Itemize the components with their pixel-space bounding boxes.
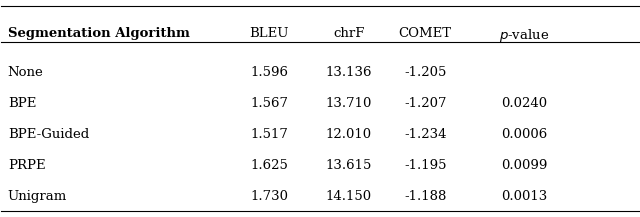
Text: 14.150: 14.150 — [326, 190, 372, 203]
Text: 13.615: 13.615 — [326, 159, 372, 172]
Text: 0.0006: 0.0006 — [500, 128, 547, 141]
Text: 12.010: 12.010 — [326, 128, 372, 141]
Text: chrF: chrF — [333, 27, 364, 40]
Text: 13.136: 13.136 — [325, 66, 372, 79]
Text: -1.195: -1.195 — [404, 159, 446, 172]
Text: BPE-Guided: BPE-Guided — [8, 128, 89, 141]
Text: 0.0013: 0.0013 — [500, 190, 547, 203]
Text: $p$-value: $p$-value — [499, 27, 549, 44]
Text: BLEU: BLEU — [249, 27, 289, 40]
Text: PRPE: PRPE — [8, 159, 45, 172]
Text: -1.234: -1.234 — [404, 128, 446, 141]
Text: 0.0099: 0.0099 — [500, 159, 547, 172]
Text: None: None — [8, 66, 44, 79]
Text: 0.0240: 0.0240 — [501, 97, 547, 110]
Text: 1.730: 1.730 — [250, 190, 288, 203]
Text: -1.188: -1.188 — [404, 190, 446, 203]
Text: -1.207: -1.207 — [404, 97, 446, 110]
Text: BPE: BPE — [8, 97, 36, 110]
Text: 1.625: 1.625 — [250, 159, 288, 172]
Text: COMET: COMET — [399, 27, 452, 40]
Text: 1.596: 1.596 — [250, 66, 288, 79]
Text: 13.710: 13.710 — [326, 97, 372, 110]
Text: -1.205: -1.205 — [404, 66, 446, 79]
Text: Unigram: Unigram — [8, 190, 67, 203]
Text: 1.567: 1.567 — [250, 97, 288, 110]
Text: 1.517: 1.517 — [250, 128, 288, 141]
Text: Segmentation Algorithm: Segmentation Algorithm — [8, 27, 189, 40]
